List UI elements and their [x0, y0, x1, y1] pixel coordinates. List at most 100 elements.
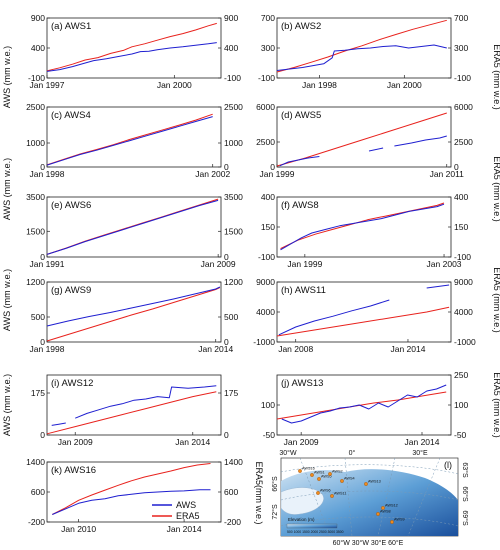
- station-marker: [310, 473, 314, 477]
- y-tick-label-left: 600: [31, 487, 45, 497]
- y-tick-label-right: 0: [224, 252, 229, 262]
- map-colorbar-label: Elevation (m): [288, 517, 315, 522]
- x-tick-label: Jan 2003: [427, 259, 462, 269]
- x-tick-label: Jan 2014: [198, 344, 233, 354]
- y-tick-label-right: 1200: [224, 277, 243, 287]
- station-marker: [330, 494, 334, 498]
- y-tick-label-left: 150: [261, 222, 275, 232]
- y-tick-label-right: 0: [224, 162, 229, 172]
- map-lat-label-left-1: 66°S: [271, 476, 279, 492]
- y-tick-label-right: 900: [224, 13, 238, 23]
- series-era5-line: [276, 112, 447, 167]
- y-tick-label-right: -1000: [454, 337, 476, 347]
- y-tick-label-left: 400: [31, 43, 45, 53]
- row4-left-ylabel: AWS (mm w.e.): [2, 374, 12, 436]
- y-tick-label-right: 100: [454, 400, 468, 410]
- y-tick-label-right: 0: [454, 162, 459, 172]
- station-label: AWS9: [394, 518, 405, 522]
- x-tick-label: Jan 1998: [30, 169, 65, 179]
- y-tick-label-right: 1500: [224, 226, 243, 236]
- y-tick-label-left: 900: [31, 13, 45, 23]
- colorbar: [286, 523, 338, 529]
- graticule: [281, 458, 458, 536]
- y-tick-label-left: 0: [40, 337, 45, 347]
- x-tick-label: Jan 2014: [390, 344, 425, 354]
- y-tick-label-left: 6000: [256, 102, 275, 112]
- row2-right-ylabel: ERA5 (mm w.e.): [492, 156, 500, 222]
- panel-title: (a) AWS1: [51, 21, 91, 32]
- panel-title: (i) AWS12: [51, 378, 93, 389]
- row3-left-ylabel: AWS (mm w.e.): [2, 269, 12, 331]
- y-tick-label-right: 1400: [224, 457, 243, 467]
- x-tick-label: Jan 1999: [287, 259, 322, 269]
- series-aws-line: [368, 147, 384, 152]
- x-tick-label: Jan 1998: [302, 80, 337, 90]
- x-tick-label: Jan 2009: [58, 437, 93, 447]
- x-tick-label: Jan 2002: [195, 169, 230, 179]
- map-panel: (l) 30°W 0° 30°E 66°S 72°S 63°S 66°S 69°…: [271, 449, 469, 547]
- y-tick-label-right: 2500: [454, 137, 473, 147]
- series-aws-line: [426, 284, 450, 289]
- panel-2: (b) AWS2 Jan 1998 Jan 2000 -100 300 700 -100 30…: [258, 13, 471, 90]
- station-label: AWS4: [344, 477, 355, 481]
- legend: AWS ERA5: [152, 500, 200, 521]
- y-tick-label-right: 500: [224, 312, 238, 322]
- series-aws-line: [279, 156, 320, 167]
- y-tick-label-left: 1200: [26, 277, 45, 287]
- plot-frame: [276, 106, 452, 168]
- series-aws-line: [276, 44, 447, 71]
- panel-title: (k) AWS16: [51, 465, 96, 476]
- y-tick-label-right: 1000: [224, 138, 243, 148]
- ice-sheet-shape: [281, 469, 458, 536]
- y-tick-label-left: 9000: [256, 277, 275, 287]
- y-tick-label-left: 0: [270, 162, 275, 172]
- y-tick-label-right: 0: [224, 430, 229, 440]
- map-lon-label-0-top: 0°: [349, 449, 356, 457]
- y-tick-label-right: 400: [224, 43, 238, 53]
- map-lat-label-left-2: 72°S: [271, 504, 279, 520]
- station-label: AWS5: [321, 475, 332, 479]
- x-tick-label: Jan 2009: [284, 437, 319, 447]
- y-tick-label-left: 700: [261, 13, 275, 23]
- plot-frame: [46, 461, 222, 523]
- x-tick-label: Jan 2014: [175, 437, 210, 447]
- map-lat-label-right-3: 69°S: [461, 510, 469, 526]
- y-tick-label-right: 300: [454, 43, 468, 53]
- y-tick-label-right: 700: [454, 13, 468, 23]
- y-tick-label-left: 2500: [26, 102, 45, 112]
- plot-frame: [276, 281, 452, 343]
- panel-title: (c) AWS4: [51, 110, 91, 121]
- series-era5-line: [46, 22, 217, 72]
- panel-title: (b) AWS2: [281, 21, 321, 32]
- series-era5-line: [52, 463, 211, 515]
- y-tick-label-left: 0: [40, 252, 45, 262]
- y-tick-label-left: -1000: [253, 337, 275, 347]
- series-era5-line: [276, 306, 450, 337]
- map-lon-labels-bottom: 60°W 30°W 30°E 60°E: [333, 539, 404, 547]
- station-label: AWS6: [320, 489, 331, 493]
- map-colorbar-ticks: 500 1000 1500 2000 2500 3000 3500: [287, 530, 344, 534]
- series-era5-line: [46, 287, 221, 342]
- x-tick-label: Jan 2000: [387, 80, 422, 90]
- x-tick-label: Jan 1998: [30, 344, 65, 354]
- x-tick-label: Jan 2011: [430, 169, 465, 179]
- x-tick-label: Jan 2008: [278, 344, 313, 354]
- y-tick-label-right: -100: [454, 252, 471, 262]
- legend-aws-label: AWS: [176, 500, 196, 510]
- station-marker: [317, 477, 321, 481]
- station-marker: [328, 472, 332, 476]
- series-aws-line: [46, 116, 213, 166]
- station-label: AWS1: [314, 471, 325, 475]
- y-tick-label-left: 1400: [26, 457, 45, 467]
- y-tick-label-right: 175: [224, 388, 238, 398]
- series-aws-line: [280, 203, 445, 251]
- map-title: (l): [444, 460, 452, 470]
- y-tick-label-right: 6000: [454, 102, 473, 112]
- panel-title: (d) AWS5: [281, 110, 321, 121]
- plot-frame: [46, 17, 222, 79]
- row3-right-ylabel: ERA5 (mm w.e.): [492, 267, 500, 333]
- panel-9: (i) AWS12 Jan 2009 Jan 2014 0 175 0 175: [31, 374, 238, 447]
